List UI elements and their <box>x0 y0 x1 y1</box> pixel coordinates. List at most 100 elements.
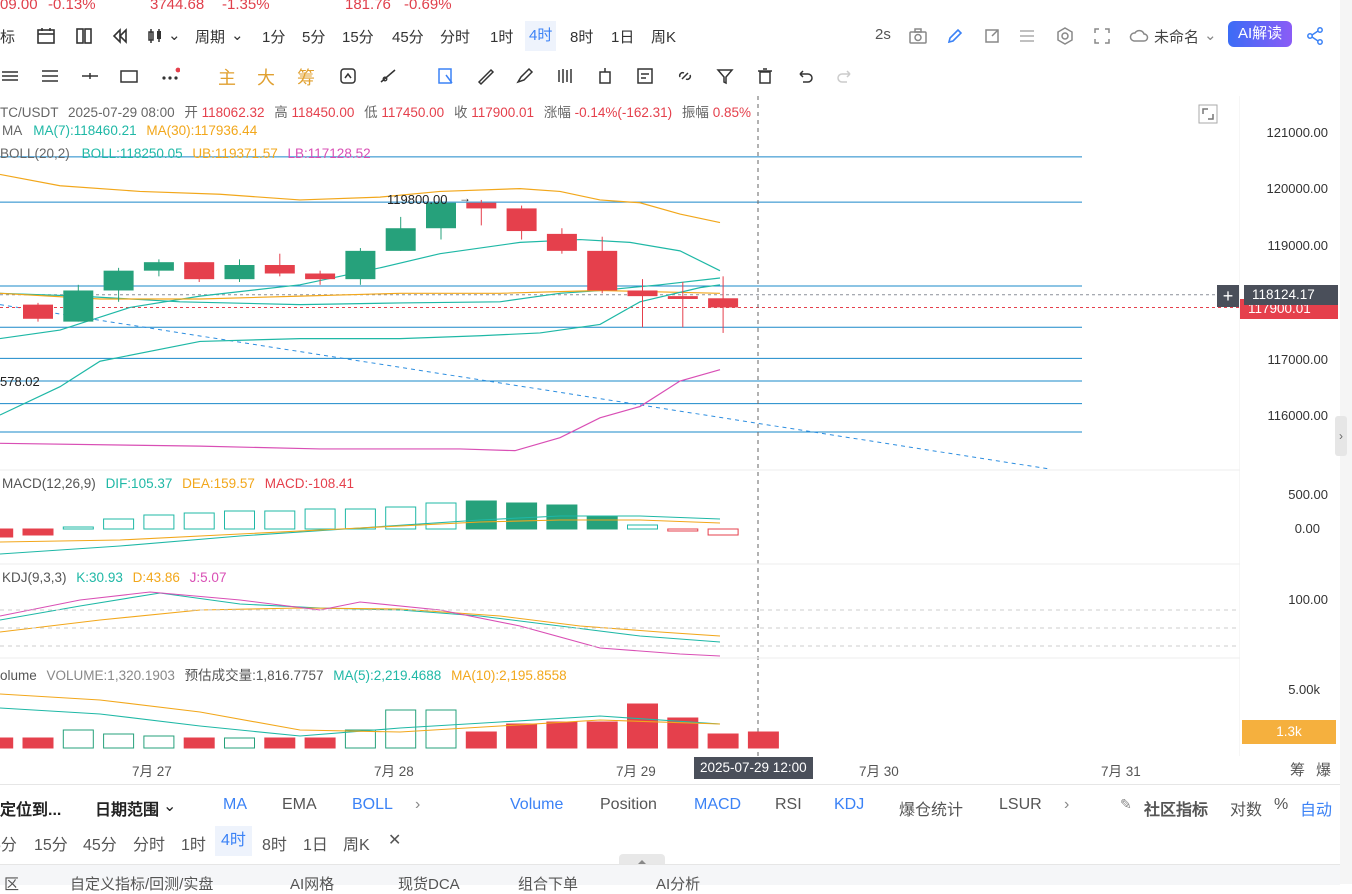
redo-icon[interactable] <box>835 66 855 86</box>
macd-bar <box>344 508 376 530</box>
interval-4h[interactable]: 4时 <box>525 21 557 51</box>
pattern-tool-icon[interactable] <box>555 66 575 86</box>
chart-area[interactable]: TC/USDT 2025-07-29 08:00 开 118062.32 高 1… <box>0 96 1240 756</box>
main-ind-more-icon[interactable]: › <box>415 796 421 813</box>
sub-ind-more-icon[interactable]: › <box>1064 796 1070 813</box>
sub-ind-position[interactable]: Position <box>600 796 657 813</box>
settings-icon[interactable] <box>1055 26 1075 46</box>
filter-icon[interactable] <box>715 66 735 86</box>
main-force-button[interactable]: 主 <box>218 68 236 88</box>
interval-1h[interactable]: 1时 <box>490 29 514 46</box>
pen-icon[interactable] <box>945 26 965 46</box>
sub-ind-kdj[interactable]: KDJ <box>834 796 865 813</box>
brush-tool-icon[interactable] <box>515 66 535 86</box>
liquidation-toggle[interactable]: 爆 <box>1316 762 1332 779</box>
collapse-handle-icon[interactable] <box>619 854 665 865</box>
date-range-button[interactable]: 日期范围 <box>95 802 160 819</box>
main-ind-ema[interactable]: EMA <box>282 796 317 813</box>
time-axis[interactable]: 7月 27 7月 28 7月 29 2025-07-29 12:00 7月 30… <box>0 756 1340 784</box>
macd-dif-line <box>0 515 721 555</box>
trend-tool-icon[interactable] <box>378 66 398 86</box>
quick-interval-timeline[interactable]: 分时 <box>133 837 166 854</box>
sub-ind-macd[interactable]: MACD <box>694 796 742 813</box>
chart-canvas[interactable] <box>0 96 1240 756</box>
trash-icon[interactable] <box>755 66 775 86</box>
interval-8h[interactable]: 8时 <box>570 29 594 46</box>
sub-ind-lsur[interactable]: LSUR <box>999 796 1042 813</box>
macd-label: MACD(12,26,9) <box>2 476 96 491</box>
interval-45m[interactable]: 45分 <box>392 29 424 46</box>
candle-body <box>546 233 577 251</box>
layout-name[interactable]: 未命名 <box>1154 29 1200 46</box>
period-chevron-icon[interactable]: ⌄ <box>231 27 244 44</box>
percent-toggle[interactable]: % <box>1274 796 1289 813</box>
log-scale-toggle[interactable]: 对数 <box>1230 802 1263 819</box>
refresh-rate[interactable]: 2s <box>875 26 891 43</box>
note-tool-icon[interactable] <box>635 66 655 86</box>
crosshair-price-tag: 118124.17 <box>1244 285 1338 305</box>
macd-bar <box>143 514 175 530</box>
indicator-button[interactable]: 标 <box>0 29 16 46</box>
chips-button[interactable]: 筹 <box>297 68 315 88</box>
layout-icon[interactable] <box>74 26 94 46</box>
period-dropdown[interactable]: 周期 <box>195 29 226 46</box>
candle-type-chevron[interactable]: ⌄ <box>168 27 181 44</box>
boll-mid-value: BOLL:118250.05 <box>81 146 183 161</box>
share-icon[interactable] <box>1305 26 1325 46</box>
quick-interval-4h[interactable]: 4时 <box>215 826 252 856</box>
interval-5m[interactable]: 5分 <box>302 29 326 46</box>
cloud-icon[interactable] <box>1129 26 1149 46</box>
crosshair-plus-icon[interactable]: + <box>1217 285 1239 307</box>
auto-scale-toggle[interactable]: 自动 <box>1300 802 1333 819</box>
candle-type-icon[interactable] <box>146 26 166 46</box>
quick-interval-15m[interactable]: 15分 <box>34 837 68 854</box>
main-ind-boll[interactable]: BOLL <box>352 796 393 813</box>
quick-interval-1h[interactable]: 1时 <box>181 837 206 854</box>
undo-icon[interactable] <box>795 66 815 86</box>
quick-interval-1w[interactable]: 周K <box>343 837 370 854</box>
date-range-chevron-icon[interactable]: ⌄ <box>163 798 177 815</box>
interval-1w[interactable]: 周K <box>651 29 677 46</box>
popout-icon[interactable] <box>982 26 1002 46</box>
fullscreen-icon[interactable] <box>1092 26 1112 46</box>
community-edit-icon[interactable]: ✎ <box>1120 796 1132 812</box>
quick-interval-45m[interactable]: 45分 <box>83 837 117 854</box>
community-indicators[interactable]: 社区指标 <box>1144 802 1209 819</box>
calendar-icon[interactable] <box>36 26 56 46</box>
sub-ind-rsi[interactable]: RSI <box>775 796 802 813</box>
right-collapse-icon[interactable]: › <box>1335 416 1347 456</box>
layout-chevron-icon[interactable]: ⌄ <box>1204 27 1217 44</box>
list-icon[interactable] <box>1017 26 1037 46</box>
replay-icon[interactable] <box>110 26 130 46</box>
cursor-tool-icon[interactable] <box>436 66 456 86</box>
hline-tool-icon[interactable] <box>80 66 100 86</box>
camera-icon[interactable] <box>908 26 928 46</box>
interval-timeline[interactable]: 分时 <box>440 29 471 46</box>
quick-interval-5m[interactable]: 5分 <box>0 837 17 854</box>
big-order-button[interactable]: 大 <box>257 68 275 88</box>
crosshair-time-tag: 2025-07-29 12:00 <box>694 757 813 779</box>
price-axis[interactable]: 121000.00 120000.00 119000.00 117900.01 … <box>1240 96 1340 756</box>
magnet-icon[interactable] <box>338 66 358 86</box>
quick-interval-8h[interactable]: 8时 <box>262 837 287 854</box>
ai-analyze-button[interactable]: AI解读 <box>1228 21 1293 47</box>
ma-info-line: MA MA(7):118460.21 MA(30):117936.44 <box>2 123 257 138</box>
chips-toggle[interactable]: 筹 <box>1290 762 1306 779</box>
sub-ind-volume[interactable]: Volume <box>510 796 564 813</box>
sub-ind-liquidation[interactable]: 爆仓统计 <box>899 802 964 819</box>
main-ind-ma[interactable]: MA <box>223 796 247 813</box>
ruler-tool-icon[interactable] <box>475 66 495 86</box>
rect-tool-icon[interactable] <box>119 66 139 86</box>
channel-tool-icon[interactable] <box>40 66 60 86</box>
interval-1d[interactable]: 1日 <box>611 29 635 46</box>
quick-interval-1d[interactable]: 1日 <box>303 837 328 854</box>
interval-1m[interactable]: 1分 <box>262 29 286 46</box>
more-tools-icon[interactable] <box>160 66 180 86</box>
interval-15m[interactable]: 15分 <box>342 29 374 46</box>
lines-tool-icon[interactable] <box>0 66 20 86</box>
expand-icon[interactable] <box>1198 104 1218 124</box>
position-tool-icon[interactable] <box>595 66 615 86</box>
locate-button[interactable]: 定位到... <box>0 802 62 819</box>
link-tool-icon[interactable] <box>675 66 695 86</box>
close-icon[interactable]: ✕ <box>388 832 402 849</box>
